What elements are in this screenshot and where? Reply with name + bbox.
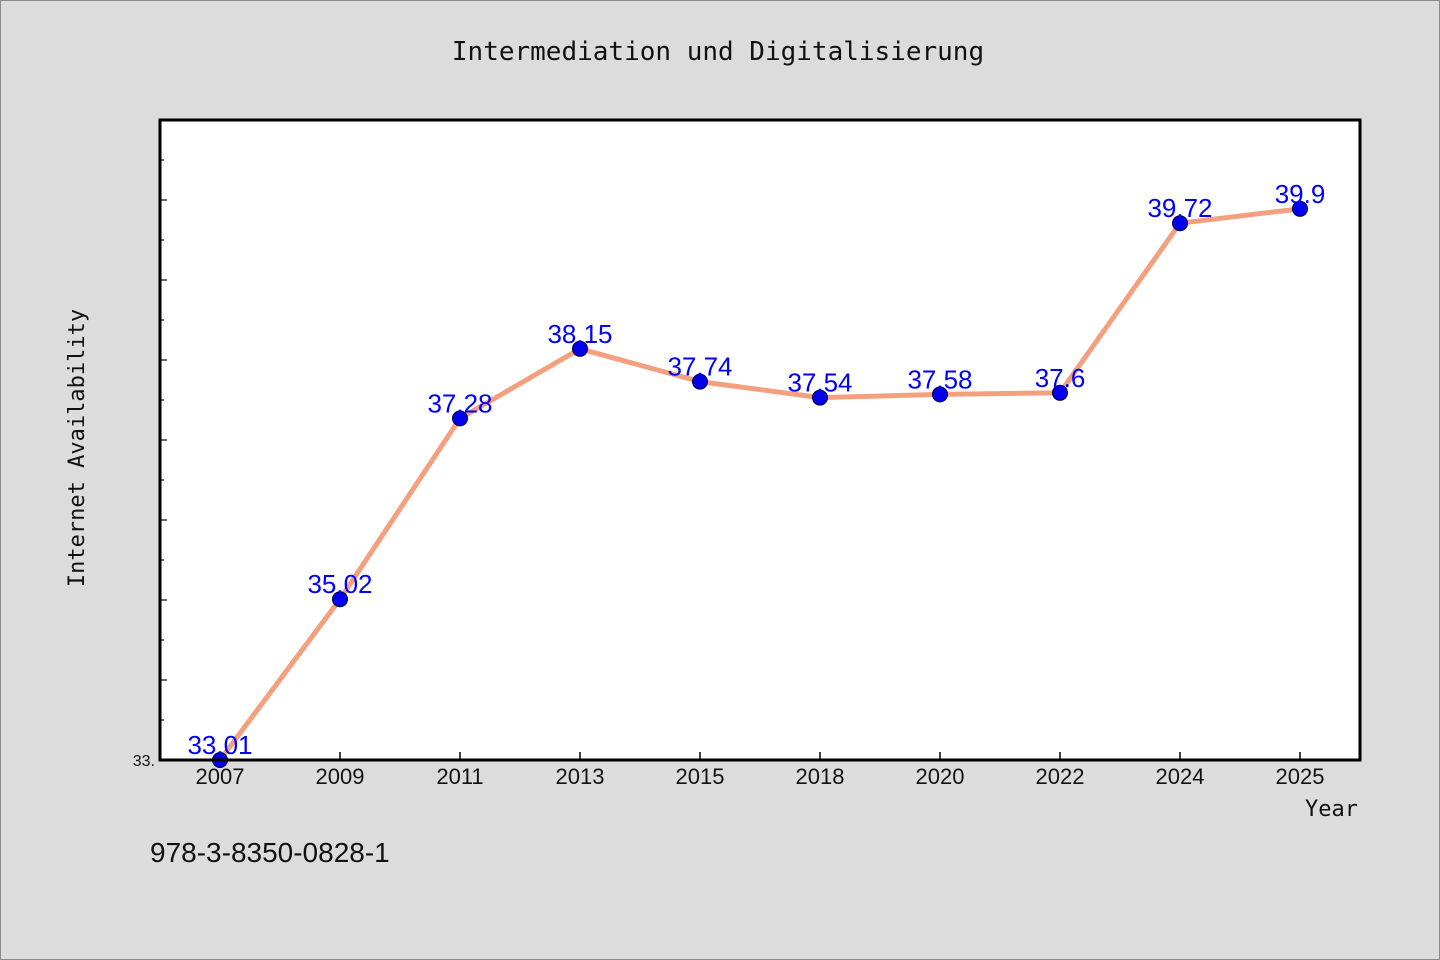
data-point [692, 373, 708, 390]
data-label: 33.01 [187, 730, 252, 760]
data-point [452, 410, 468, 427]
x-tick-label: 2020 [916, 764, 965, 789]
x-tick-label: 2018 [796, 764, 845, 789]
data-label: 39.72 [1147, 193, 1212, 223]
data-point [332, 591, 348, 608]
data-label: 37.74 [667, 352, 732, 382]
data-label: 39.9 [1275, 179, 1326, 209]
data-point [1052, 384, 1068, 401]
x-tick-label: 2009 [316, 764, 365, 789]
footer-note: 978-3-8350-0828-1 [150, 837, 390, 868]
data-label: 37.28 [427, 388, 492, 418]
chart-title: Intermediation und Digitalisierung [452, 37, 984, 67]
data-label: 38.15 [547, 319, 612, 349]
x-axis-label: Year [1305, 797, 1358, 822]
y-tick-label: 33. [133, 753, 155, 770]
y-axis-label: Internet Availability [65, 309, 90, 587]
data-label: 37.6 [1035, 363, 1086, 393]
data-label: 37.54 [787, 368, 852, 398]
x-tick-label: 2011 [436, 764, 483, 789]
data-point [812, 389, 828, 406]
x-tick-label: 2015 [676, 764, 725, 789]
data-label: 35.02 [307, 569, 372, 599]
data-point [1172, 215, 1188, 232]
plot-border [158, 118, 1362, 762]
data-labels: 33.01 35.02 37.28 38.15 37.74 37.54 37.58 37.6 3… [187, 179, 1325, 760]
series-markers [212, 200, 1308, 768]
x-tick-label: 2022 [1036, 764, 1085, 789]
x-tick-label: 2025 [1276, 764, 1325, 789]
data-point [932, 386, 948, 403]
data-point [1292, 200, 1308, 217]
x-tick-label: 2013 [556, 764, 605, 789]
plot-area [160, 120, 1360, 760]
data-point [572, 340, 588, 357]
series-line [217, 206, 1301, 762]
x-axis-ticks: 2007 2009 2011 2013 2015 2018 2020 2022 2024 2025 [196, 752, 1325, 789]
data-label: 37.58 [907, 364, 972, 394]
x-tick-label: 2007 [196, 764, 245, 789]
x-tick-label: 2024 [1156, 764, 1205, 789]
